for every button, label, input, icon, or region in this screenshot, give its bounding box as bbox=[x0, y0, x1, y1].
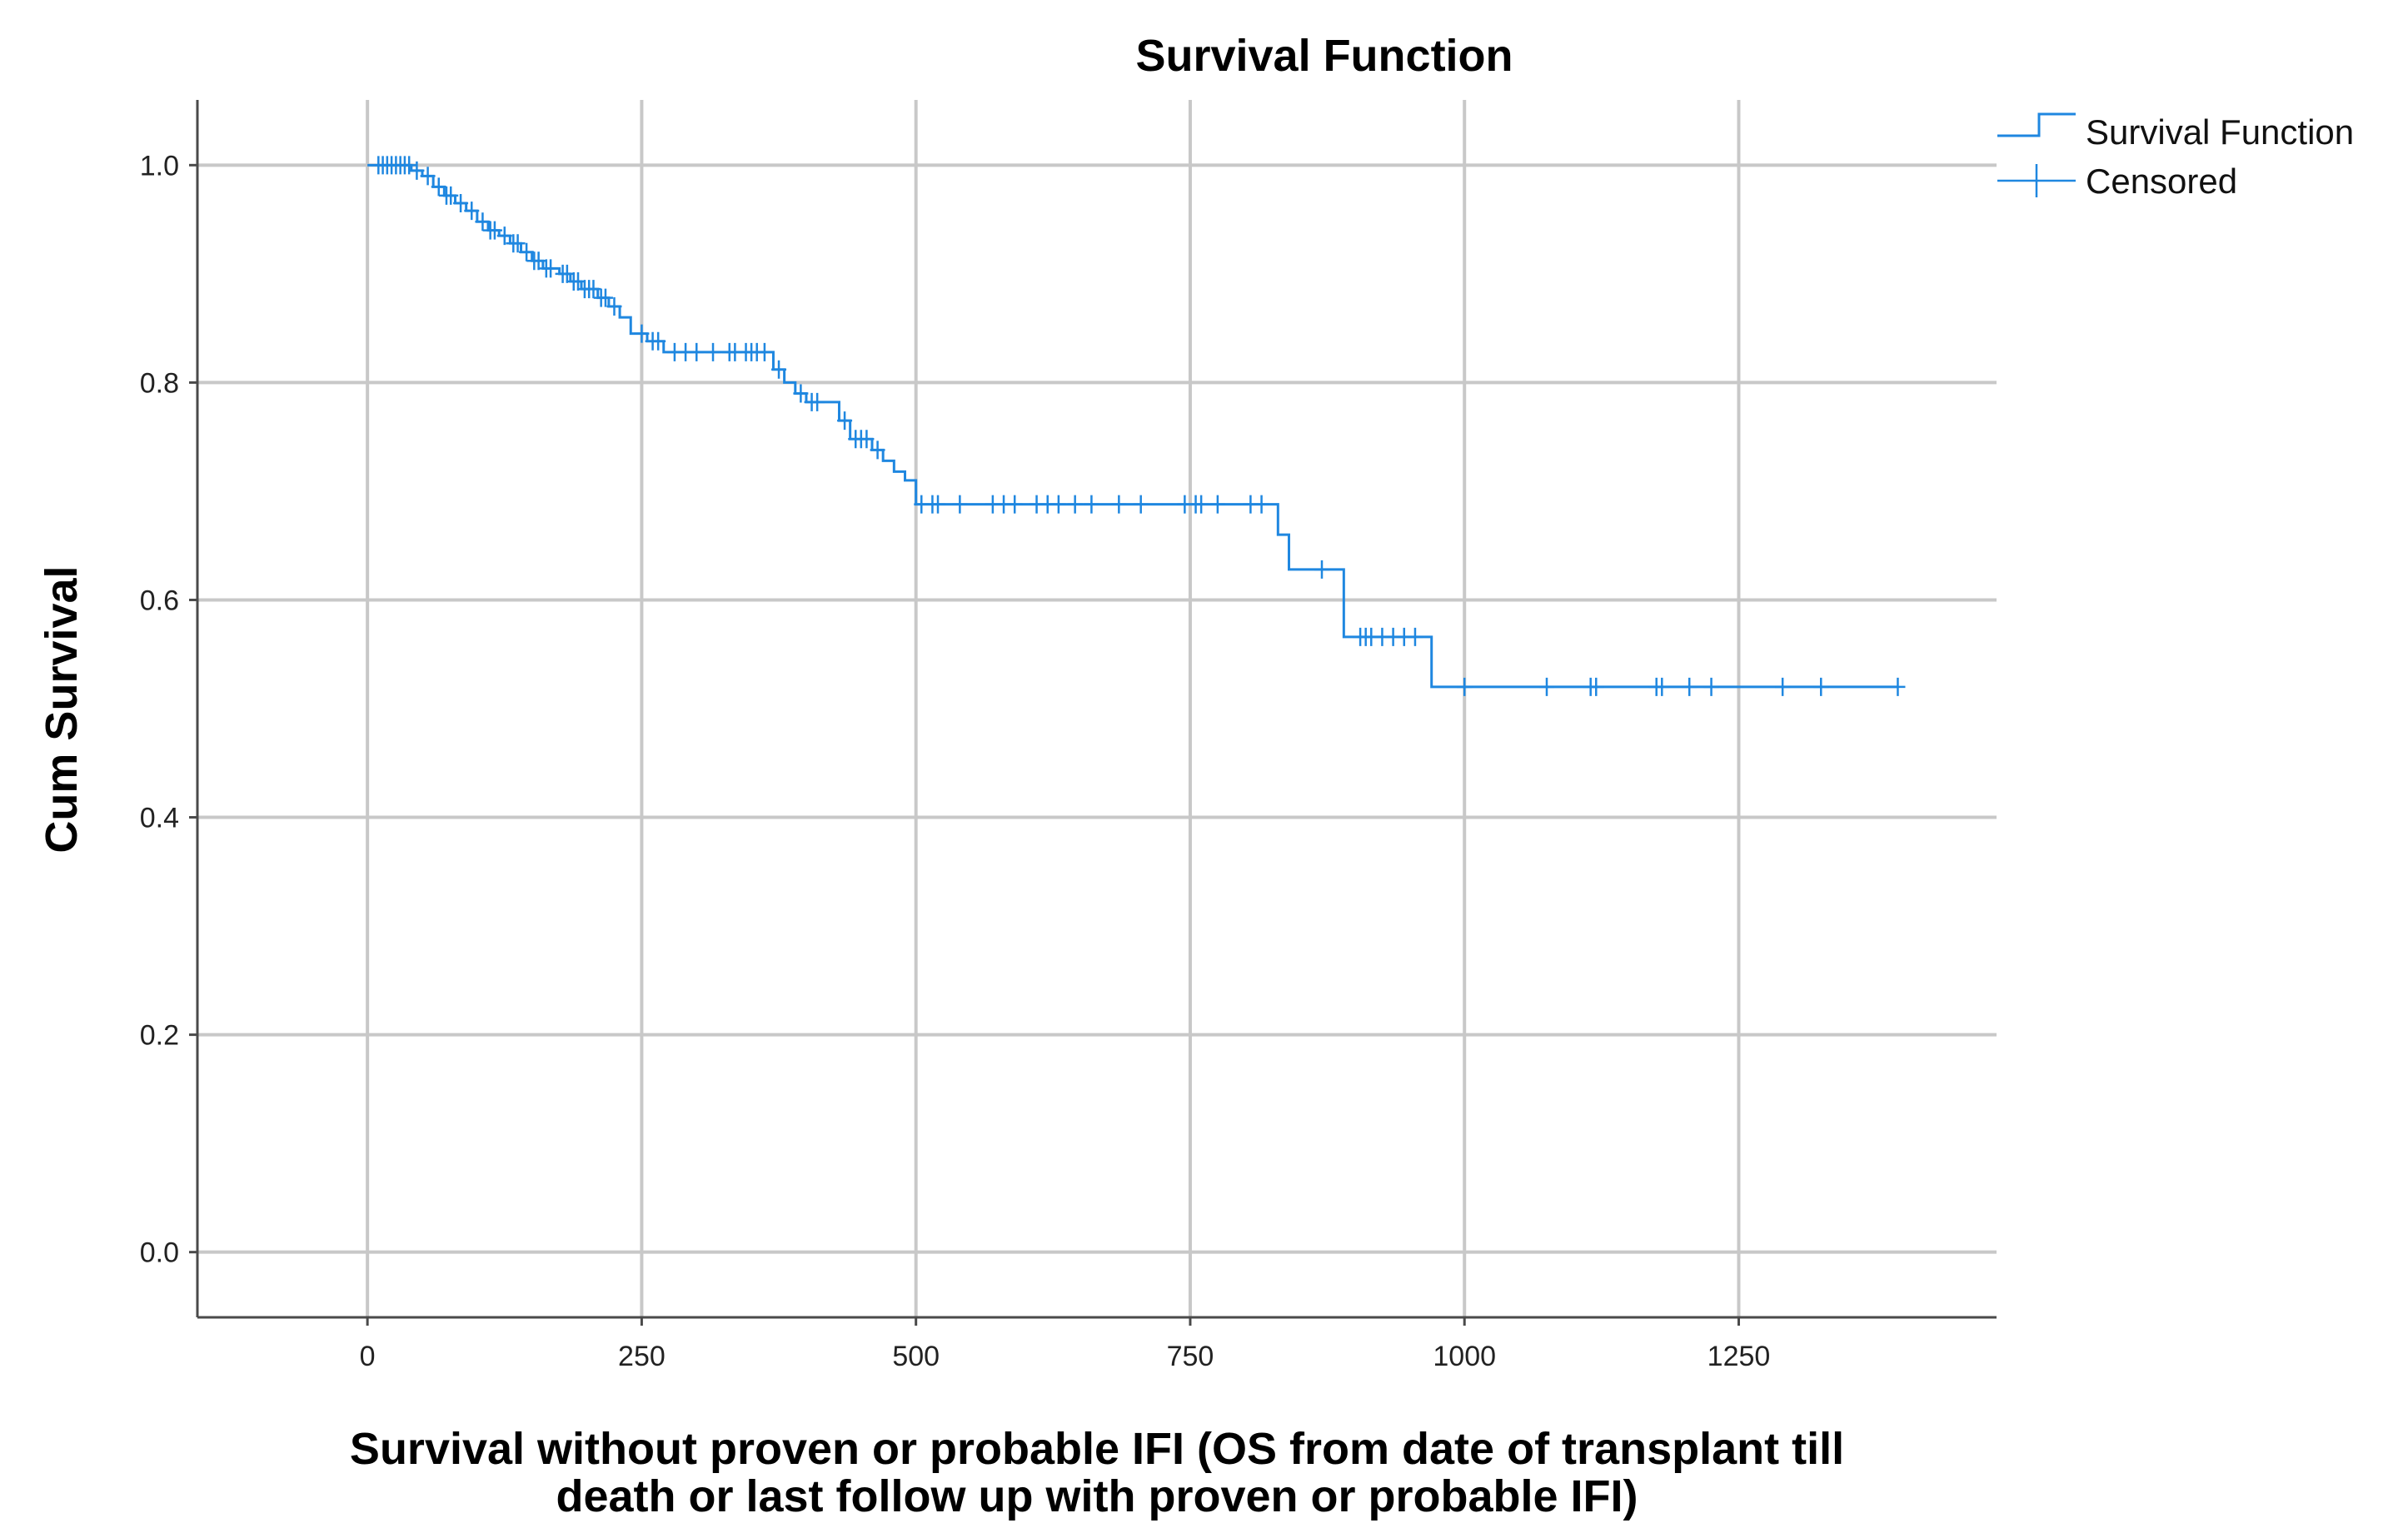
x-tick-label: 1250 bbox=[1708, 1341, 1771, 1372]
censored-markers bbox=[371, 156, 1906, 696]
censored-marker bbox=[597, 288, 613, 307]
censored-marker bbox=[1703, 677, 1719, 696]
censored-marker bbox=[1209, 495, 1225, 514]
x-tick-label: 500 bbox=[892, 1341, 940, 1372]
censored-marker bbox=[634, 324, 650, 343]
censored-marker bbox=[1067, 495, 1083, 514]
censored-marker bbox=[571, 271, 586, 291]
y-tick-label: 1.0 bbox=[140, 150, 179, 182]
censored-marker bbox=[870, 440, 885, 460]
censored-marker bbox=[1813, 677, 1829, 696]
censored-marker bbox=[810, 392, 825, 411]
censored-marker bbox=[793, 384, 809, 403]
censored-marker bbox=[409, 161, 425, 180]
y-tick-label: 0.8 bbox=[140, 367, 179, 399]
censored-marker bbox=[606, 297, 622, 316]
censored-marker bbox=[519, 242, 535, 261]
censored-marker bbox=[771, 360, 787, 379]
axes: 0 250 500 750 1000 1250 0.0 0.2 0.4 0.6 0.8 1.0 bbox=[140, 100, 1997, 1372]
y-tick-label: 0.2 bbox=[140, 1020, 179, 1052]
censored-marker bbox=[1890, 677, 1906, 696]
censored-marker bbox=[543, 259, 559, 278]
censored-marker bbox=[464, 202, 480, 221]
censored-marker bbox=[1084, 495, 1099, 514]
censored-marker bbox=[1194, 495, 1209, 514]
censored-marker bbox=[1133, 495, 1149, 514]
censored-marker bbox=[859, 430, 875, 449]
censored-marker bbox=[486, 221, 502, 240]
survival-series bbox=[367, 163, 1898, 689]
censored-marker bbox=[443, 186, 459, 205]
censored-marker bbox=[1457, 677, 1473, 696]
x-tick-label: 0 bbox=[360, 1341, 376, 1372]
censored-marker bbox=[1775, 677, 1791, 696]
x-tick-label: 750 bbox=[1167, 1341, 1214, 1372]
censored-marker bbox=[586, 280, 601, 299]
censored-marker bbox=[1050, 495, 1066, 514]
censored-marker bbox=[1314, 560, 1329, 579]
y-tick-label: 0.6 bbox=[140, 585, 179, 616]
censored-marker bbox=[1007, 495, 1023, 514]
censored-marker bbox=[837, 411, 853, 431]
censored-marker bbox=[531, 251, 546, 271]
censored-marker bbox=[510, 234, 526, 253]
censored-marker bbox=[1407, 627, 1423, 646]
censored-marker bbox=[559, 264, 575, 283]
y-axis-label: Cum Survival bbox=[37, 565, 87, 853]
censored-marker bbox=[453, 194, 469, 213]
censored-marker bbox=[1539, 677, 1554, 696]
censored-marker bbox=[1111, 495, 1127, 514]
gridlines bbox=[197, 100, 1997, 1317]
legend-label-survival-function: Survival Function bbox=[2086, 112, 2354, 152]
chart-legend: Survival Function Censored bbox=[1997, 112, 2354, 201]
x-axis-label-line-1: Survival without proven or probable IFI … bbox=[350, 1424, 1844, 1474]
censored-marker bbox=[431, 177, 446, 197]
x-tick-label: 1000 bbox=[1433, 1341, 1496, 1372]
censored-marker bbox=[1654, 677, 1670, 696]
censored-marker bbox=[689, 342, 705, 361]
y-tick-label: 0.4 bbox=[140, 803, 179, 834]
censored-marker bbox=[705, 342, 721, 361]
censored-marker bbox=[1682, 677, 1698, 696]
censored-marker bbox=[651, 331, 666, 351]
censored-marker bbox=[475, 212, 491, 231]
chart-title: Survival Function bbox=[1135, 31, 1513, 81]
y-tick-label: 0.0 bbox=[140, 1237, 179, 1269]
legend-label-censored: Censored bbox=[2086, 162, 2237, 201]
censored-marker bbox=[401, 156, 417, 175]
censored-marker bbox=[930, 495, 946, 514]
plus-icon bbox=[1997, 164, 2076, 197]
censored-marker bbox=[420, 167, 436, 186]
censored-marker bbox=[756, 342, 772, 361]
censored-marker bbox=[1588, 677, 1604, 696]
censored-marker bbox=[496, 226, 512, 246]
censored-marker bbox=[1254, 495, 1269, 514]
x-tick-label: 250 bbox=[618, 1341, 666, 1372]
x-axis-label-line-2: death or last follow up with proven or p… bbox=[556, 1471, 1638, 1521]
survival-step-line bbox=[367, 163, 1898, 689]
step-line-icon bbox=[1997, 112, 2076, 137]
censored-marker bbox=[952, 495, 968, 514]
